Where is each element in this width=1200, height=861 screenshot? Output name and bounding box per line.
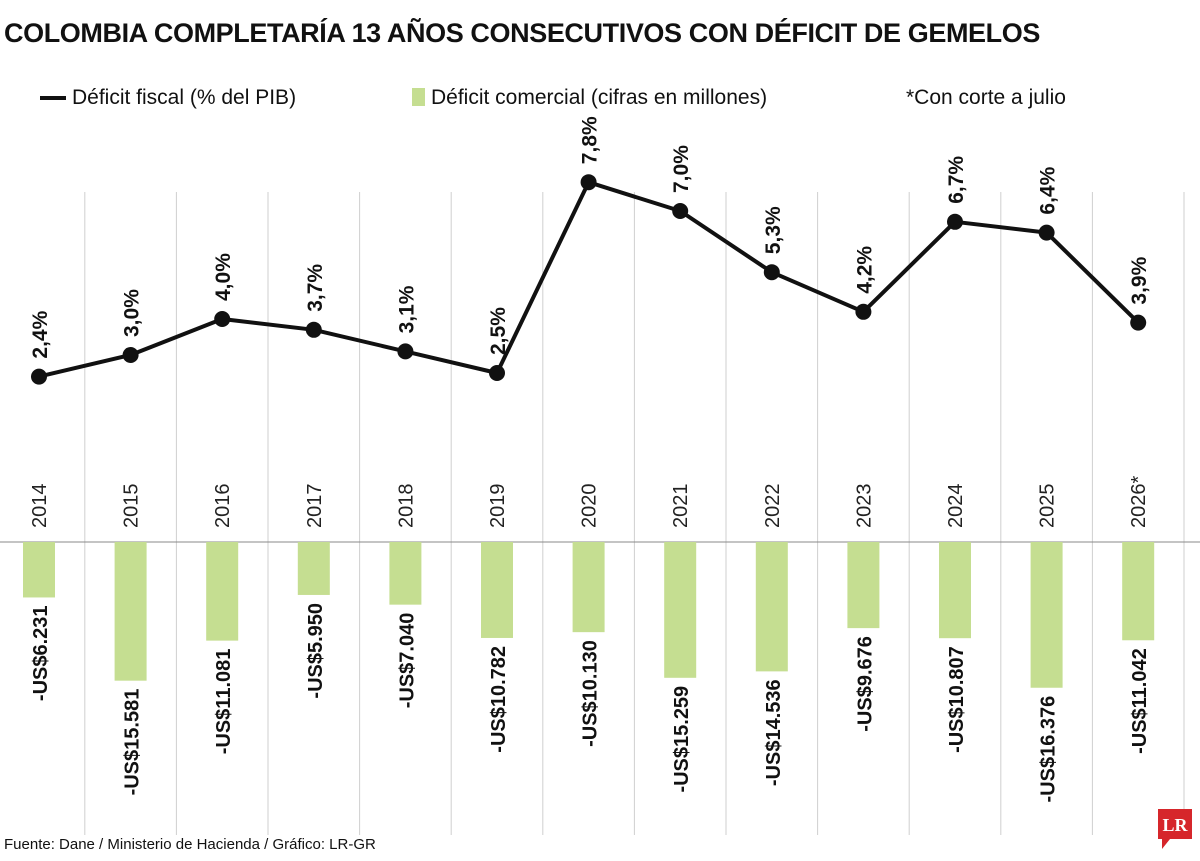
line-point — [1130, 314, 1147, 331]
fiscal-deficit-line — [38, 180, 1140, 379]
bar-2014 — [23, 542, 55, 598]
line-value-labels: 2,4% 3,0% 4,0% 3,7% 3,1% 2,5% 7,8% 7,0% 5,3% 4,2%… — [29, 116, 1151, 359]
year-label: 2020 — [579, 484, 601, 529]
bar-2022 — [755, 542, 788, 672]
line-point — [122, 347, 139, 363]
year-label: 2014 — [29, 484, 51, 529]
bar-value-labels: -US$6.231 -US$15.581 -US$11.081 -US$5.950 -U… — [30, 603, 1151, 803]
source-note: Fuente: Dane / Ministerio de Hacienda / … — [4, 836, 376, 853]
line-point — [672, 203, 689, 219]
line-value-label: 2,4% — [29, 310, 52, 358]
bar-2025 — [1030, 542, 1063, 688]
bar-2019 — [481, 542, 513, 638]
line-point — [763, 264, 780, 281]
year-label: 2021 — [670, 484, 692, 529]
bar-value-label: -US$9.676 — [854, 636, 876, 732]
line-value-label: 3,7% — [304, 264, 327, 312]
line-points — [31, 174, 1147, 385]
year-label: 2017 — [304, 484, 326, 529]
year-label: 2024 — [945, 484, 967, 529]
line-value-label: 6,4% — [1037, 166, 1060, 214]
line-value-label: 5,3% — [762, 206, 785, 254]
legend-line-label: Déficit fiscal (% del PIB) — [72, 86, 297, 109]
year-label: 2015 — [121, 484, 143, 529]
bar-value-label: -US$10.130 — [580, 640, 602, 747]
bar-swatch — [412, 88, 425, 106]
bar-2020 — [572, 542, 605, 633]
bar-2016 — [206, 542, 239, 641]
bar-2023 — [847, 542, 880, 629]
line-value-label: 2,5% — [487, 307, 510, 355]
line-point — [31, 368, 47, 385]
line-swatch — [40, 96, 66, 101]
line-value-label: 7,0% — [670, 145, 693, 193]
bar-2021 — [664, 542, 697, 678]
legend-note: *Con corte a julio — [906, 86, 1066, 109]
year-labels: 2014 2015 2016 2017 2018 2019 2020 2021 2022 2023… — [29, 476, 1150, 528]
line-point — [855, 303, 872, 320]
year-label: 2022 — [762, 484, 784, 529]
legend-line: Déficit fiscal (% del PIB) — [40, 86, 296, 110]
line-point — [397, 343, 414, 360]
line-value-label: 4,2% — [853, 246, 876, 294]
bar-value-label: -US$15.259 — [671, 686, 693, 793]
year-label: 2019 — [487, 484, 509, 529]
line-point — [947, 213, 963, 230]
legend-bar-label: Déficit comercial (cifras en millones) — [431, 86, 768, 109]
line-point — [580, 174, 597, 191]
line-value-label: 3,9% — [1128, 256, 1151, 304]
lr-logo: LR — [1158, 809, 1192, 849]
line-value-label: 3,1% — [395, 285, 418, 333]
bar-2015 — [114, 542, 147, 681]
bar-2017 — [297, 542, 330, 595]
year-label: 2026* — [1128, 476, 1150, 528]
bar-value-label: -US$11.042 — [1129, 648, 1151, 754]
grid-lines — [84, 192, 1185, 835]
bar-value-label: -US$10.782 — [488, 646, 510, 753]
bar-value-label: -US$15.581 — [122, 689, 144, 796]
year-label: 2018 — [395, 484, 417, 529]
bar-value-label: -US$16.376 — [1038, 696, 1060, 803]
bar-value-label: -US$7.040 — [396, 613, 418, 709]
year-label: 2025 — [1037, 484, 1059, 529]
bar-value-label: -US$11.081 — [213, 649, 235, 755]
bar-2024 — [939, 542, 971, 639]
svg-text:LR: LR — [1162, 815, 1188, 835]
year-label: 2016 — [212, 484, 234, 529]
line-value-label: 3,0% — [121, 289, 144, 337]
legend-bar: Déficit comercial (cifras en millones) — [412, 86, 767, 110]
bar-2018 — [389, 542, 422, 605]
bar-value-label: -US$10.807 — [946, 646, 968, 753]
line-point — [1038, 224, 1055, 241]
line-point — [489, 365, 505, 381]
year-label: 2023 — [853, 484, 875, 529]
chart-title: COLOMBIA COMPLETARÍA 13 AÑOS CONSECUTIVO… — [4, 18, 1040, 48]
bar-2026 — [1122, 542, 1155, 641]
bar-series — [23, 542, 1155, 688]
line-value-label: 7,8% — [579, 116, 602, 164]
bar-value-label: -US$5.950 — [305, 603, 327, 699]
line-value-label: 6,7% — [945, 156, 968, 204]
line-value-label: 4,0% — [212, 253, 235, 301]
bar-value-label: -US$14.536 — [763, 679, 785, 786]
line-point — [214, 311, 231, 327]
bar-value-label: -US$6.231 — [30, 605, 52, 701]
line-point — [305, 321, 322, 338]
